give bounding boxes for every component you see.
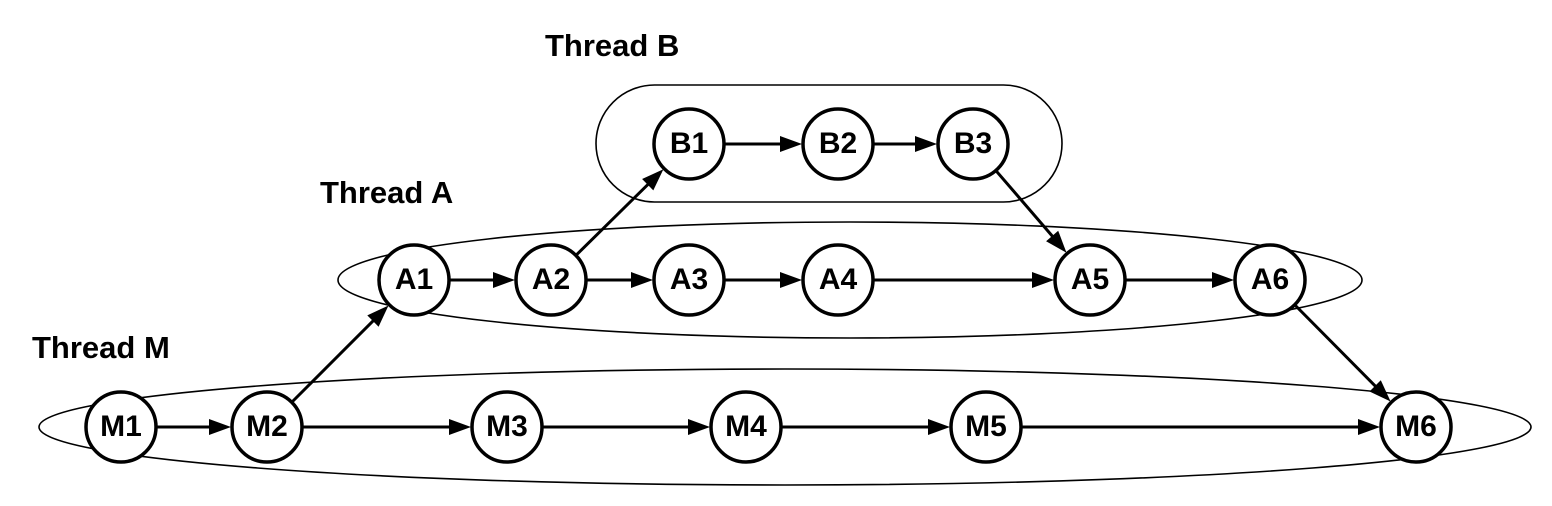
node-a3: A3 [654, 245, 724, 315]
thread-m-label: Thread M [32, 330, 170, 365]
node-a6-label: A6 [1251, 263, 1289, 296]
node-m3: M3 [472, 392, 542, 462]
node-m4: M4 [711, 392, 781, 462]
arrowhead-icon [780, 136, 802, 152]
edge-a4-a5 [874, 272, 1054, 288]
edge-b3-a5 [997, 171, 1067, 252]
thread-a-label: Thread A [320, 175, 453, 210]
arrowhead-icon [780, 272, 802, 288]
edge-m2-m3 [303, 419, 471, 435]
node-a1-label: A1 [395, 263, 433, 296]
arrowhead-icon [493, 272, 515, 288]
node-a1: A1 [379, 245, 449, 315]
node-m6: M6 [1381, 392, 1451, 462]
node-a5-label: A5 [1071, 263, 1109, 296]
node-a4: A4 [803, 245, 873, 315]
node-b3-label: B3 [954, 127, 992, 160]
arrowhead-icon [209, 419, 231, 435]
edge-a1-a2 [450, 272, 515, 288]
node-m6-label: M6 [1395, 410, 1437, 443]
edge-m4-m5 [782, 419, 950, 435]
arrowhead-icon [1358, 419, 1380, 435]
arrowhead-icon [688, 419, 710, 435]
edge-line [997, 171, 1054, 237]
arrowhead-icon [928, 419, 950, 435]
node-a4-label: A4 [819, 263, 858, 296]
node-m2: M2 [232, 392, 302, 462]
edge-line [1295, 306, 1376, 388]
node-m4-label: M4 [725, 410, 767, 443]
edge-b1-b2 [725, 136, 802, 152]
node-b2: B2 [803, 109, 873, 179]
edge-a3-a4 [725, 272, 802, 288]
edge-m2-a1 [293, 306, 389, 402]
node-a6: A6 [1235, 245, 1305, 315]
nodes: B1 B2 B3 A1 A2 A3 A4 A5 [86, 109, 1451, 462]
arrowhead-icon [449, 419, 471, 435]
edge-line [293, 320, 375, 402]
arrowhead-icon [631, 272, 653, 288]
node-a2-label: A2 [532, 263, 570, 296]
node-m1-label: M1 [100, 410, 142, 443]
node-m2-label: M2 [246, 410, 288, 443]
node-b1: B1 [654, 109, 724, 179]
edge-m1-m2 [157, 419, 231, 435]
node-m3-label: M3 [486, 410, 528, 443]
edge-b2-b3 [874, 136, 937, 152]
edge-a2-a3 [587, 272, 653, 288]
edge-a6-m6 [1295, 306, 1390, 402]
thread-b-label: Thread B [545, 28, 679, 63]
edge-m3-m4 [543, 419, 710, 435]
edge-a2-b1 [577, 169, 664, 254]
node-b2-label: B2 [819, 127, 857, 160]
node-m5: M5 [951, 392, 1021, 462]
node-m5-label: M5 [965, 410, 1007, 443]
node-a3-label: A3 [670, 263, 708, 296]
node-b1-label: B1 [670, 127, 708, 160]
edge-line [577, 183, 650, 254]
arrowhead-icon [915, 136, 937, 152]
node-a5: A5 [1055, 245, 1125, 315]
arrowhead-icon [1212, 272, 1234, 288]
edge-a5-a6 [1126, 272, 1234, 288]
edge-m5-m6 [1022, 419, 1380, 435]
node-a2: A2 [516, 245, 586, 315]
node-b3: B3 [938, 109, 1008, 179]
node-m1: M1 [86, 392, 156, 462]
thread-labels: Thread B Thread A Thread M [32, 28, 679, 365]
arrowhead-icon [1032, 272, 1054, 288]
